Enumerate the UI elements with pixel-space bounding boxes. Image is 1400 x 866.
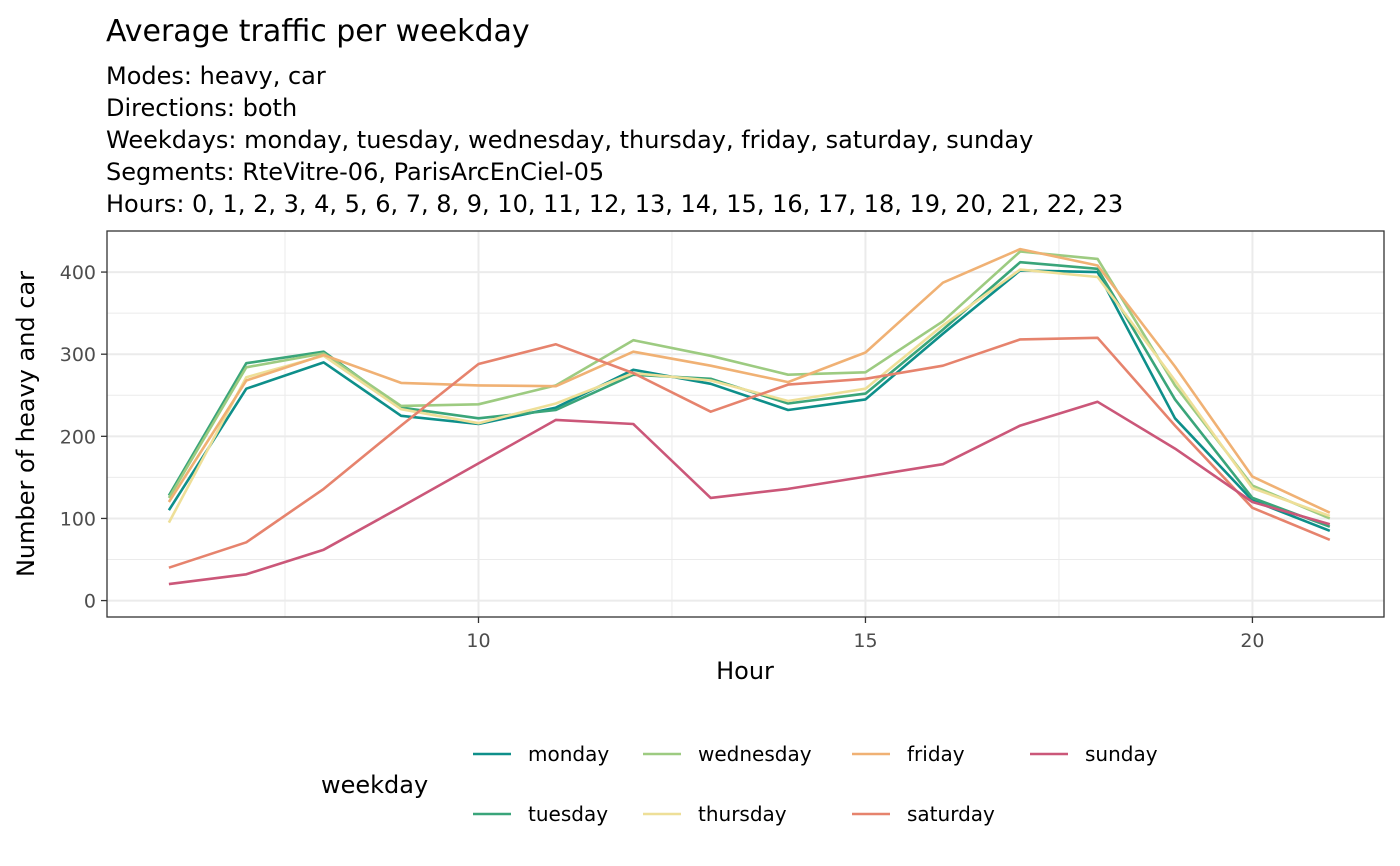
series-line-thursday bbox=[167, 268, 1331, 524]
x-tick-label: 20 bbox=[1240, 630, 1264, 652]
legend-item-monday: monday bbox=[473, 742, 609, 766]
plot-background bbox=[107, 231, 1384, 617]
legend-item-tuesday: tuesday bbox=[473, 802, 608, 826]
chart-title: Average traffic per weekday bbox=[106, 14, 530, 49]
legend-item-friday: friday bbox=[852, 742, 965, 766]
y-tick-label: 400 bbox=[60, 262, 96, 284]
legend-label: wednesday bbox=[698, 742, 812, 766]
legend-label: monday bbox=[528, 742, 609, 766]
series-line-friday bbox=[167, 247, 1331, 514]
series-line-sunday bbox=[168, 400, 1331, 586]
legend-label: friday bbox=[907, 742, 965, 766]
y-tick-label: 100 bbox=[60, 508, 96, 530]
grid bbox=[107, 230, 1384, 617]
legend-item-saturday: saturday bbox=[852, 802, 995, 826]
subtitle-line: Directions: both bbox=[106, 94, 297, 122]
subtitle-line: Segments: RteVitre-06, ParisArcEnCiel-05 bbox=[106, 158, 604, 186]
legend-label: thursday bbox=[698, 802, 787, 826]
legend-title: weekday bbox=[321, 771, 428, 799]
plot-border bbox=[106, 230, 1385, 618]
subtitle-line: Weekdays: monday, tuesday, wednesday, th… bbox=[106, 126, 1033, 154]
subtitle-line: Hours: 0, 1, 2, 3, 4, 5, 6, 7, 8, 9, 10,… bbox=[106, 190, 1123, 218]
series-lines bbox=[167, 247, 1331, 586]
legend: monday tuesday wednesday thursday friday satu… bbox=[473, 742, 1158, 826]
x-tick-label: 10 bbox=[466, 630, 490, 652]
legend-label: sunday bbox=[1085, 742, 1158, 766]
legend-item-thursday: thursday bbox=[643, 802, 787, 826]
y-tick-label: 200 bbox=[60, 426, 96, 448]
series-line-saturday bbox=[168, 336, 1331, 569]
y-tick-label: 300 bbox=[60, 344, 96, 366]
legend-label: saturday bbox=[907, 802, 995, 826]
y-axis-title: Number of heavy and car bbox=[12, 271, 40, 577]
subtitle-line: Modes: heavy, car bbox=[106, 62, 326, 90]
legend-item-wednesday: wednesday bbox=[643, 742, 812, 766]
legend-label: tuesday bbox=[528, 802, 608, 826]
legend-item-sunday: sunday bbox=[1030, 742, 1158, 766]
series-line-wednesday bbox=[167, 250, 1331, 520]
x-axis-title: Hour bbox=[716, 657, 774, 685]
x-tick-label: 15 bbox=[853, 630, 877, 652]
chart-subtitle: Modes: heavy, car Directions: both Weekday… bbox=[106, 62, 1123, 218]
y-tick-label: 0 bbox=[84, 591, 96, 613]
